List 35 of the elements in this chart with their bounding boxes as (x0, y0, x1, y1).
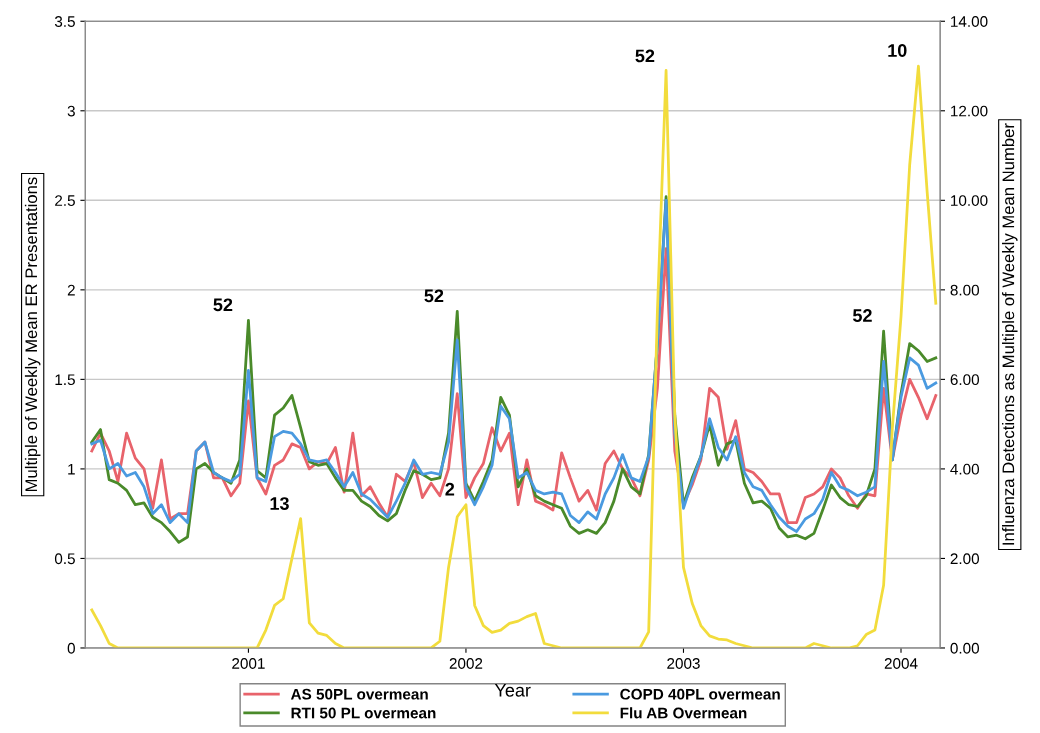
y2-tick-label: 10.00 (951, 195, 988, 206)
y2-axis-title: Influenza Detections as Multiple of Weekly Mean Number (1002, 123, 1018, 545)
y2-tick-label: 6.00 (950, 374, 980, 386)
y-tick-label: 2.5 (55, 195, 75, 206)
annotation: 52 (852, 309, 872, 322)
legend-label: COPD 40PL overmean (620, 688, 780, 700)
legend-label: AS 50PL overmean (290, 688, 428, 700)
x-tick-label: 2003 (667, 658, 700, 669)
y-tick-label: 1 (68, 463, 75, 475)
line-series (90, 64, 938, 648)
y-tick-label: 2 (67, 284, 75, 296)
x-axis-title: Year (494, 684, 531, 697)
y-tick-label: 3.5 (54, 16, 75, 27)
x-tick-label: 2001 (232, 658, 265, 669)
annotation: 52 (424, 289, 444, 303)
y2-tick-label: 2.00 (950, 553, 980, 565)
y2-tick-label: 12.00 (951, 105, 988, 117)
legend-label: RTI 50 PL overmean (291, 707, 436, 719)
y2-tick-label: 0.00 (950, 642, 980, 654)
y2-tick-label: 14.00 (951, 16, 988, 27)
x-tick-label: 2002 (449, 658, 483, 669)
annotation: 52 (213, 298, 233, 312)
y-tick-label: 0 (67, 642, 75, 654)
y2-tick-label: 8.00 (950, 284, 980, 296)
annotation: 2 (445, 482, 455, 496)
y-tick-label: 3 (67, 105, 75, 117)
x-tick-label: 2004 (884, 658, 918, 669)
legend-label: Flu AB Overmean (620, 707, 747, 719)
annotation: 52 (635, 49, 655, 63)
y2-tick-label: 4.00 (950, 463, 980, 475)
y-tick-label: 0.5 (54, 553, 75, 565)
annotation: 10 (888, 44, 907, 57)
annotation: 13 (270, 497, 289, 510)
y-tick-label: 1.5 (55, 374, 75, 386)
y-axis-title: Multiple of Weekly Mean ER Presentations (24, 177, 41, 492)
